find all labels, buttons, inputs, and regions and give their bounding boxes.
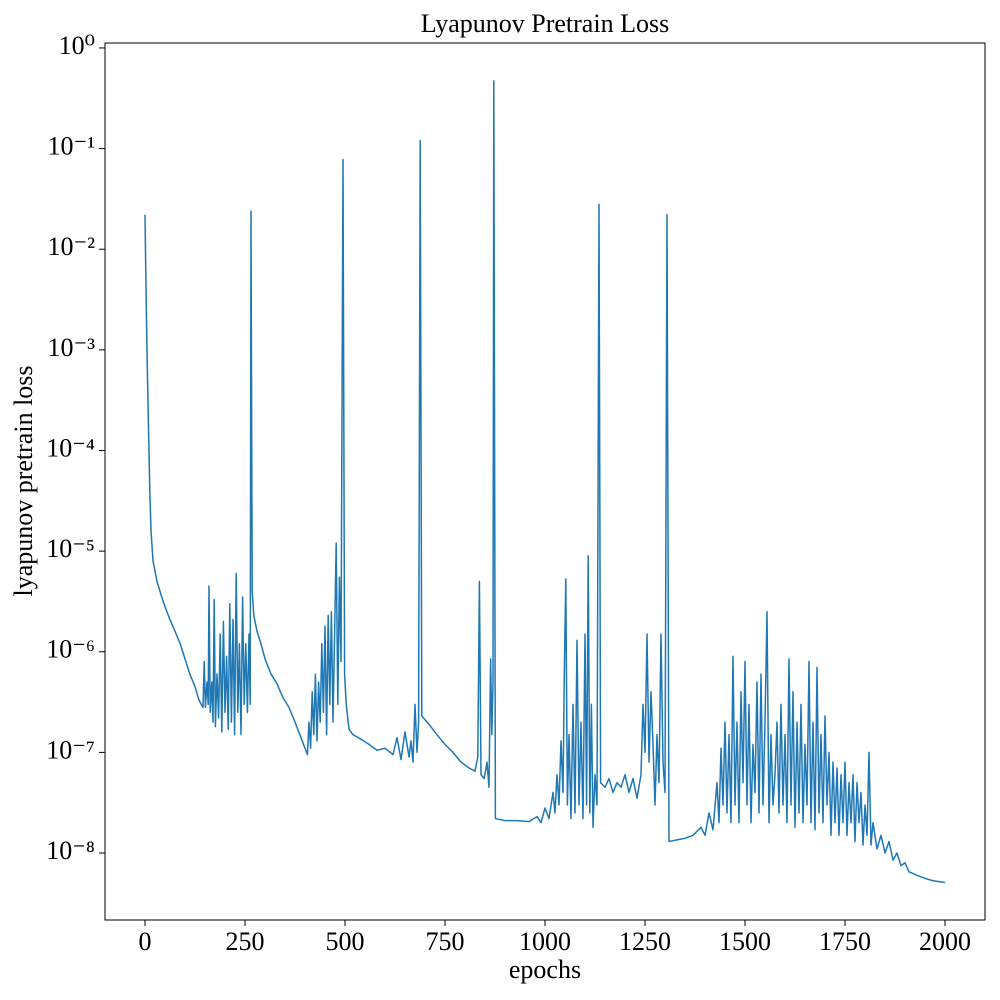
x-tick-label: 1000 <box>519 927 571 956</box>
y-axis-label: lyapunov pretrain loss <box>9 365 38 596</box>
y-tick-label: 10⁰ <box>59 31 95 60</box>
y-tick-label: 10⁻⁵ <box>46 534 95 563</box>
y-tick-label: 10⁻² <box>47 232 95 261</box>
y-tick-label: 10⁻⁴ <box>46 433 95 462</box>
x-axis-label: epochs <box>509 955 581 984</box>
y-tick-label: 10⁻¹ <box>47 132 95 161</box>
plot-frame <box>104 42 986 921</box>
x-tick-label: 250 <box>226 927 265 956</box>
x-tick-label: 0 <box>139 927 152 956</box>
x-tick-label: 1500 <box>719 927 771 956</box>
x-tick-label: 2000 <box>919 927 971 956</box>
chart-title: Lyapunov Pretrain Loss <box>421 9 669 38</box>
x-tick-label: 500 <box>326 927 365 956</box>
y-tick-label: 10⁻⁷ <box>46 735 95 764</box>
y-tick-label: 10⁻⁸ <box>46 836 95 865</box>
y-tick-label: 10⁻³ <box>47 333 95 362</box>
loss-line <box>144 80 946 884</box>
x-tick-label: 1250 <box>619 927 671 956</box>
x-tick-label: 1750 <box>819 927 871 956</box>
x-tick-label: 750 <box>426 927 465 956</box>
y-tick-label: 10⁻⁶ <box>46 635 95 664</box>
